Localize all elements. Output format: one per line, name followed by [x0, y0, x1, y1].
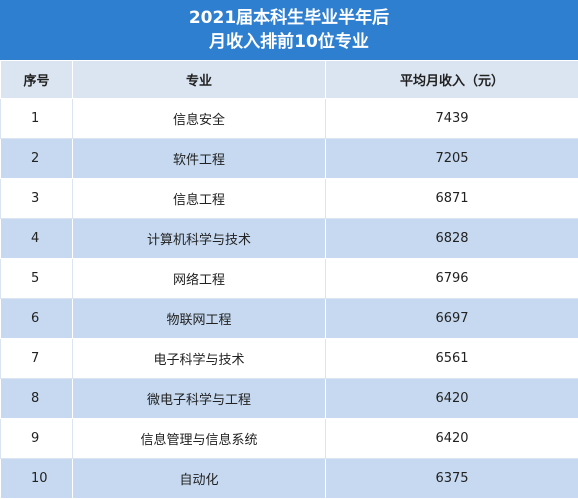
table-cell: 10	[0, 458, 73, 499]
table-row: 4 计算机科学与技术 6828	[0, 218, 578, 259]
table-cell: 6871	[325, 178, 578, 219]
title-line: 月收入排前10位专业	[209, 32, 369, 52]
header-cell: 平均月收入（元）	[325, 60, 578, 99]
table-row: 2 软件工程 7205	[0, 138, 578, 179]
table-cell: 计算机科学与技术	[72, 218, 326, 259]
table-cell: 5	[0, 258, 73, 299]
table-row: 6 物联网工程 6697	[0, 298, 578, 339]
table-row: 3 信息工程 6871	[0, 178, 578, 219]
table: 序号 专业 平均月收入（元） 1 信息安全 7439 2 软件工程 7205 3 信息工程 6871…	[0, 60, 578, 499]
table-cell: 6796	[325, 258, 578, 299]
table-cell: 自动化	[72, 458, 326, 499]
table-cell: 6561	[325, 338, 578, 379]
table-cell: 6420	[325, 378, 578, 419]
table-cell: 6420	[325, 418, 578, 459]
table-cell: 物联网工程	[72, 298, 326, 339]
table-row: 5 网络工程 6796	[0, 258, 578, 299]
table-row: 1 信息安全 7439	[0, 98, 578, 139]
table-cell: 2	[0, 138, 73, 179]
table-cell: 9	[0, 418, 73, 459]
title-banner: 2021届本科生毕业半年后 月收入排前10位专业	[0, 0, 578, 60]
table-row: 8 微电子科学与工程 6420	[0, 378, 578, 419]
table-cell: 7205	[325, 138, 578, 179]
table-row: 10 自动化 6375	[0, 458, 578, 499]
table-cell: 信息工程	[72, 178, 326, 219]
table-cell: 3	[0, 178, 73, 219]
table-cell: 4	[0, 218, 73, 259]
table-cell: 7	[0, 338, 73, 379]
table-cell: 网络工程	[72, 258, 326, 299]
title-line: 2021届本科生毕业半年后	[188, 8, 390, 28]
table-cell: 7439	[325, 98, 578, 139]
table-cell: 1	[0, 98, 73, 139]
table-cell: 微电子科学与工程	[72, 378, 326, 419]
header-cell: 专业	[72, 60, 326, 99]
table-cell: 信息管理与信息系统	[72, 418, 326, 459]
header-row: 序号 专业 平均月收入（元）	[0, 60, 578, 99]
table-cell: 6375	[325, 458, 578, 499]
table-cell: 信息安全	[72, 98, 326, 139]
table-cell: 电子科学与技术	[72, 338, 326, 379]
header-cell: 序号	[0, 60, 73, 99]
table-row: 7 电子科学与技术 6561	[0, 338, 578, 379]
table-cell: 软件工程	[72, 138, 326, 179]
table-row: 9 信息管理与信息系统 6420	[0, 418, 578, 459]
table-cell: 8	[0, 378, 73, 419]
table-cell: 6828	[325, 218, 578, 259]
table-cell: 6697	[325, 298, 578, 339]
table-cell: 6	[0, 298, 73, 339]
